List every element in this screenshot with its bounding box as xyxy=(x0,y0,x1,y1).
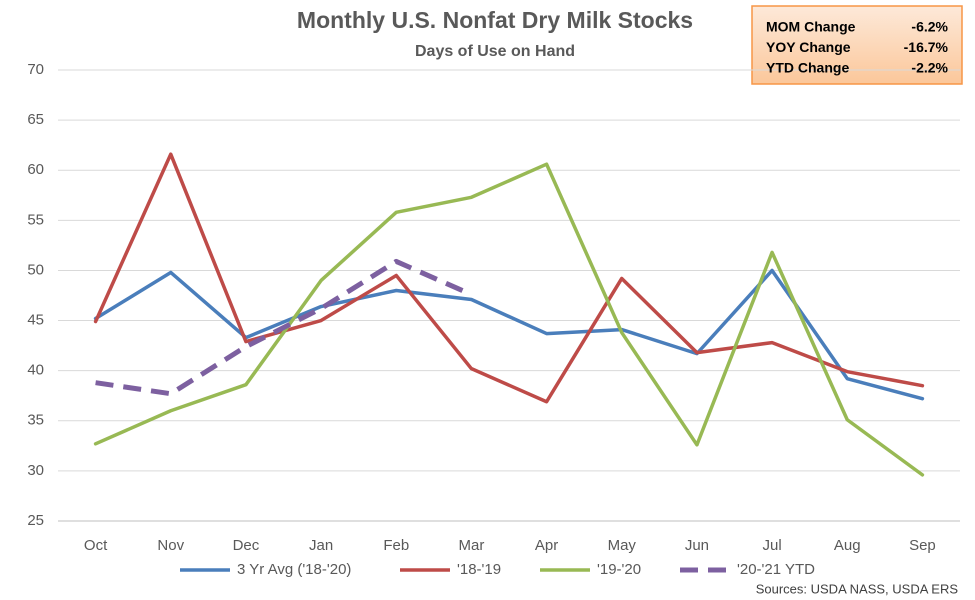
y-tick-label: 70 xyxy=(27,61,44,78)
legend-label: '18-'19 xyxy=(457,561,501,578)
y-tick-label: 55 xyxy=(27,211,44,228)
series-line xyxy=(93,268,925,401)
x-tick-label: May xyxy=(608,537,637,554)
chart-subtitle: Days of Use on Hand xyxy=(415,43,575,60)
y-tick-label: 45 xyxy=(27,312,44,329)
x-tick-label: Mar xyxy=(458,537,484,554)
y-tick-label: 40 xyxy=(27,362,44,379)
y-tick-label: 65 xyxy=(27,111,44,128)
stat-label: YTD Change xyxy=(766,60,849,76)
series-line xyxy=(95,258,473,397)
x-tick-label: Aug xyxy=(834,537,861,554)
y-tick-label: 50 xyxy=(27,261,44,278)
stat-value: -6.2% xyxy=(911,19,948,35)
x-tick-label: Oct xyxy=(84,537,108,554)
stat-label: MOM Change xyxy=(766,19,856,35)
source: Sources: USDA NASS, USDA ERS xyxy=(756,581,959,596)
x-tick-label: Dec xyxy=(233,537,260,554)
legend-label: '19-'20 xyxy=(597,561,641,578)
stats-box xyxy=(751,5,963,85)
stat-value: -16.7% xyxy=(904,39,949,55)
y-tick-label: 60 xyxy=(27,161,44,178)
x-tick-label: Nov xyxy=(157,537,184,554)
chart-title: Monthly U.S. Nonfat Dry Milk Stocks xyxy=(297,7,693,33)
stat-label: YOY Change xyxy=(766,39,851,55)
series-line xyxy=(93,152,925,404)
x-tick-label: Feb xyxy=(383,537,409,554)
x-tick-label: Jan xyxy=(309,537,333,554)
y-tick-label: 25 xyxy=(27,512,44,529)
y-tick-label: 35 xyxy=(27,412,44,429)
legend-label: '20-'21 YTD xyxy=(737,561,815,578)
y-tick-label: 30 xyxy=(27,462,44,479)
legend-label: 3 Yr Avg ('18-'20) xyxy=(237,561,351,578)
stat-value: -2.2% xyxy=(911,60,948,76)
x-tick-label: Jun xyxy=(685,537,709,554)
x-tick-label: Jul xyxy=(762,537,781,554)
series-line xyxy=(93,162,925,477)
x-tick-label: Apr xyxy=(535,537,558,554)
x-tick-label: Sep xyxy=(909,537,936,554)
